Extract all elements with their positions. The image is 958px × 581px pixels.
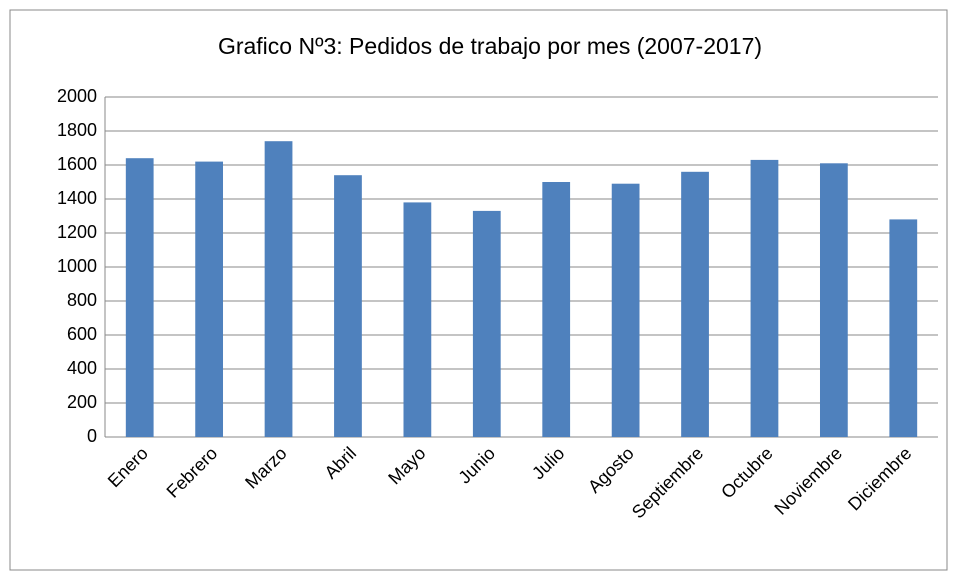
chart-title: Grafico Nº3: Pedidos de trabajo por mes … [218, 33, 762, 59]
y-tick-label: 1200 [57, 222, 97, 242]
y-tick-label: 200 [67, 392, 97, 412]
y-tick-label: 1400 [57, 188, 97, 208]
bar [611, 183, 640, 437]
bar [334, 175, 362, 437]
bar [542, 182, 571, 437]
y-tick-label: 400 [67, 358, 97, 378]
bar [889, 219, 918, 437]
y-tick-label: 1600 [57, 154, 97, 174]
bar [195, 161, 224, 437]
bar [125, 158, 154, 437]
y-tick-label: 0 [87, 426, 97, 446]
bar [681, 171, 709, 438]
bar [819, 163, 848, 438]
y-tick-label: 1000 [57, 256, 97, 276]
y-tick-label: 1800 [57, 120, 97, 140]
y-tick-label: 800 [67, 290, 97, 310]
y-tick-label: 2000 [57, 86, 97, 106]
y-tick-label: 600 [67, 324, 97, 344]
bar [403, 202, 432, 437]
bar [750, 159, 779, 437]
bar [264, 141, 293, 437]
bar [472, 210, 501, 437]
